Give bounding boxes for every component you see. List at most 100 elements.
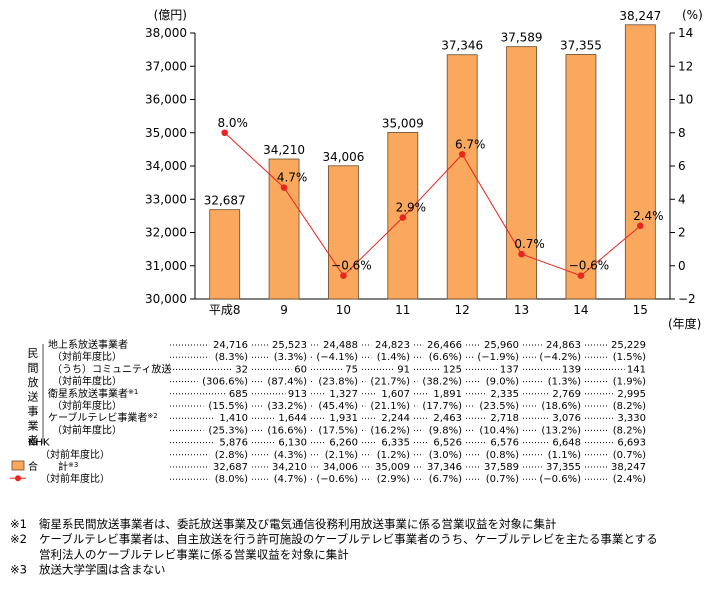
row-label: 地上系放送事業者 [48,338,128,351]
bar-series [209,24,656,300]
growth-value-label: −0.6% [331,259,372,273]
table-cell: 26,466 [427,340,462,351]
growth-value-label: 8.0% [217,116,248,130]
table-cell: (18.6%) [541,401,581,412]
row-label: 合 計※3 [28,460,78,473]
table-cell: (8.3%) [215,352,248,363]
table-cell: 35,009 [375,462,410,473]
chart-axes: 30,000 31,000 32,000 33,000 34,000 35,000 36,0… [145,8,703,331]
footnote: 営利法人のケーブルテレビ事業に係る営業収益を対象に集計 [39,547,349,561]
growth-value-label: 6.7% [455,137,486,151]
growth-value-label: 2.9% [396,201,427,215]
table-cell: (1.3%) [548,377,581,388]
bar-value-label: 34,006 [322,150,364,164]
table-cell: (9.8%) [429,425,462,436]
table-row: NHK 5,876 6,130 6,260 6,335 6,526 6,576 6,648 6,… [28,438,646,449]
table-cell: 6,576 [490,438,519,449]
row-label: （対前年度比） [52,423,122,436]
table-cell: (1.9%) [613,377,646,388]
footnote-text: ケーブルテレビ事業者は、自主放送を行う許可施設のケーブルテレビ事業者のうち、ケー… [39,532,658,546]
table-cell: 75 [345,364,358,375]
table-cell: (10.4%) [479,425,519,436]
table-cell: (−4.2%) [539,352,581,363]
table-row: （対前年度比） (8.3%) (3.3%) (−4.1%) (1.4%) (6.6%) (−… [52,350,646,363]
table-cell: 913 [288,389,307,400]
right-tick-label: 4 [678,192,686,206]
table-cell: 32,687 [213,462,248,473]
right-axis-unit: (%) [682,8,703,22]
table-cell: 25,523 [272,340,307,351]
bar-value-label: 35,009 [382,116,424,130]
table-cell: (3.3%) [274,352,307,363]
table-cell: (17.5%) [318,425,358,436]
bar [446,54,478,300]
table-cell: (13.2%) [541,425,581,436]
table-cell: 6,130 [278,438,307,449]
growth-value-label: 4.7% [277,171,308,185]
table-row: （対前年度比） (15.5%) (33.2%) (45.4%) (21.1%) (17.7… [52,399,646,412]
right-tick-label: 0 [678,259,686,273]
table-cell: 6,648 [552,438,581,449]
right-tick-label: 6 [678,159,686,173]
footnote-text: 放送大学学園は含まない [39,563,166,577]
x-tick-label: 14 [573,303,588,317]
left-tick-label: 31,000 [145,259,187,273]
footnote-mark: ※1 [10,517,27,531]
x-axis-unit: (年度) [668,316,701,331]
table-cell: 1,410 [219,413,248,424]
bar-value-label: 38,247 [619,9,661,23]
table-cell: 24,863 [546,340,581,351]
table-cell: 1,644 [278,413,307,424]
table-cell: 24,823 [375,340,410,351]
table-cell: (23.8%) [318,377,358,388]
table-cell: 2,244 [381,413,410,424]
group-label-char: 送 [28,390,39,404]
group-label-char: 民 [28,347,39,360]
left-axis-unit: (億円) [154,8,187,22]
right-tick-label: 2 [678,226,686,240]
bar [506,46,537,300]
legend-bar-swatch [11,460,25,471]
footnote: ※2 ケーブルテレビ事業者は、自主放送を行う許可施設のケーブルテレビ事業者のうち、… [10,532,658,546]
left-tick-label: 32,000 [145,226,187,240]
row-label: ケーブルテレビ事業者※2 [48,411,158,424]
bar [209,209,241,300]
table-cell: 125 [443,364,462,375]
bar [565,54,597,300]
growth-point [399,214,407,221]
table-cell: (21.7%) [370,377,410,388]
growth-point [518,250,525,258]
growth-point [637,222,644,230]
table-cell: (16.6%) [267,425,307,436]
table-cell: (4.3%) [274,450,307,461]
table-cell: 2,995 [617,389,646,400]
table-cell: 137 [500,364,519,375]
table-cell: (23.5%) [479,401,519,412]
table-row: 衛星系放送事業者※1 685 913 1,327 1,607 1,891 2,335 2,76… [48,387,646,400]
table-cell: 2,718 [490,413,519,424]
table-cell: (1.1%) [548,450,581,461]
table-cell: (1.2%) [377,450,410,461]
table-cell: 37,589 [484,462,519,473]
right-tick-label: −2 [678,292,696,306]
data-labels: 32,687 34,210 34,006 35,009 37,346 37,589 37,3… [204,9,664,273]
bar-value-label: 37,346 [441,39,483,53]
group-label-char: 間 [28,362,39,375]
table-row: （対前年度比） (8.0%) (4.7%) (−0.6%) (2.9%) (6.7%) (0… [40,472,646,485]
bar [624,24,656,300]
table-cell: 1,607 [381,389,410,400]
table-cell: (2.1%) [325,450,358,461]
table-cell: 1,891 [433,389,462,400]
table-cell: (2.4%) [613,474,646,485]
table-cell: 32 [235,364,248,375]
table-cell: 3,076 [552,413,581,424]
x-tick-label: 15 [633,303,648,317]
group-label-char: 事 [28,405,39,418]
group-label-char: 者 [28,434,39,447]
footnote-text: 営利法人のケーブルテレビ事業に係る営業収益を対象に集計 [39,547,349,561]
table-cell: 38,247 [611,462,646,473]
growth-point [280,184,288,191]
table-cell: 6,260 [329,438,358,449]
footnote-mark: ※3 [10,563,27,577]
